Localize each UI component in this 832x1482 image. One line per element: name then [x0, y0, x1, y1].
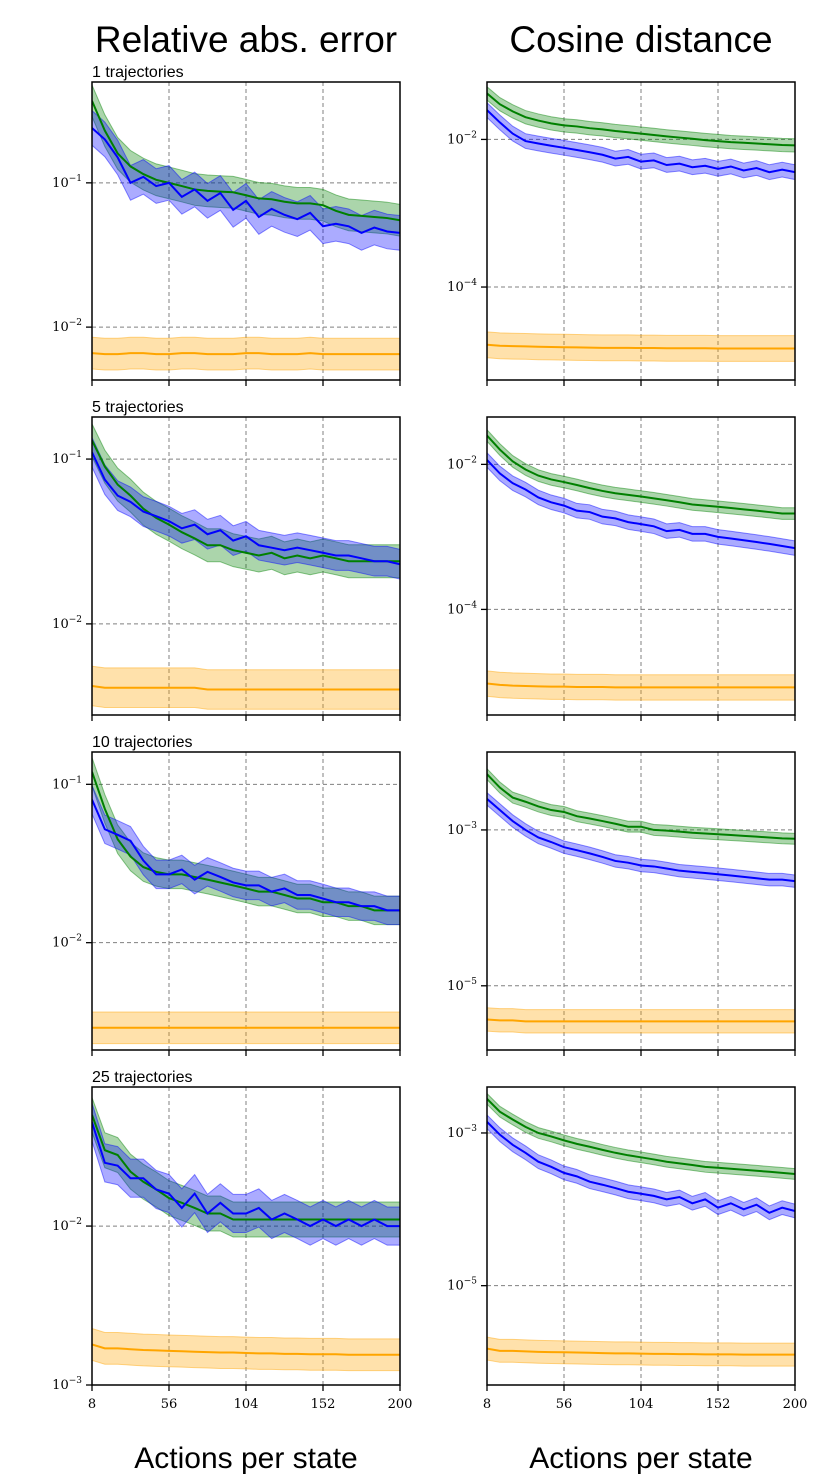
- blue-series-line: [92, 1121, 400, 1228]
- row-title: 10 trajectories: [92, 734, 193, 751]
- panel-8: 10−3 10−5 8 56 104 152 200: [447, 1086, 808, 1412]
- green-series-line: [487, 773, 795, 840]
- x-tick-label: 8: [483, 1397, 491, 1412]
- blue-confidence-band: [92, 785, 400, 926]
- x-tick-label: 56: [161, 1397, 178, 1412]
- panel-5: 10−1 10−2 10 trajectories: [52, 734, 401, 1056]
- orange-series-line: [92, 1343, 400, 1356]
- blue-series-line: [487, 109, 795, 174]
- y-tick-label: 10−1: [52, 174, 82, 191]
- green-confidence-band: [92, 757, 400, 926]
- green-series-line: [487, 1098, 795, 1176]
- panel-3: 10−1 10−2 5 trajectories: [52, 399, 401, 721]
- y-tick-label: 10−4: [447, 278, 477, 295]
- panel-6: 10−3 10−5: [447, 751, 796, 1056]
- green-series-line: [92, 100, 400, 222]
- blue-confidence-band: [92, 437, 400, 580]
- x-axis-label-right: Actions per state: [529, 1442, 752, 1475]
- row-title: 25 trajectories: [92, 1069, 193, 1086]
- x-tick-label: 152: [311, 1397, 336, 1412]
- orange-series-line: [487, 1018, 795, 1023]
- chart-panels: 10−1 10−2 1 trajectories 10−2 10−4 10−1 10−2 5 …: [52, 64, 807, 1412]
- orange-series-line: [487, 1347, 795, 1356]
- series-group: [92, 1097, 400, 1372]
- series-group: [487, 1092, 795, 1367]
- x-axis-label-left: Actions per state: [134, 1442, 357, 1475]
- green-confidence-band: [92, 423, 400, 579]
- blue-confidence-band: [92, 110, 400, 251]
- green-confidence-band: [487, 428, 795, 520]
- blue-series-line: [487, 459, 795, 550]
- blue-confidence-band: [487, 101, 795, 181]
- y-tick-label: 10−2: [52, 615, 82, 632]
- panel-2: 10−2 10−4: [447, 81, 796, 386]
- series-group: [92, 423, 400, 710]
- series-group: [487, 767, 795, 1034]
- series-group: [487, 428, 795, 701]
- y-tick-label: 10−2: [447, 455, 477, 472]
- x-tick-label: 200: [783, 1397, 808, 1412]
- x-tick-label: 200: [388, 1397, 413, 1412]
- row-title: 1 trajectories: [92, 64, 184, 81]
- blue-confidence-band: [487, 451, 795, 556]
- orange-series-line: [92, 684, 400, 691]
- orange-confidence-band: [487, 670, 795, 701]
- y-tick-label: 10−2: [52, 318, 82, 335]
- y-tick-label: 10−3: [447, 1124, 477, 1141]
- series-group: [487, 86, 795, 362]
- series-group: [92, 84, 400, 371]
- y-tick-label: 10−1: [52, 775, 82, 792]
- green-series-line: [487, 434, 795, 515]
- panel-4: 10−2 10−4: [447, 416, 796, 721]
- column-title-relative-error: Relative abs. error: [95, 19, 397, 60]
- blue-series-line: [92, 127, 400, 234]
- orange-series-line: [487, 682, 795, 689]
- x-tick-label: 152: [706, 1397, 731, 1412]
- green-series-line: [487, 92, 795, 147]
- row-title: 5 trajectories: [92, 399, 184, 416]
- x-tick-label: 104: [629, 1397, 654, 1412]
- blue-series-line: [92, 451, 400, 566]
- blue-confidence-band: [92, 1103, 400, 1246]
- x-tick-label: 8: [88, 1397, 96, 1412]
- orange-series-line: [92, 352, 400, 356]
- orange-confidence-band: [92, 1328, 400, 1372]
- green-series-line: [92, 439, 400, 563]
- series-group: [92, 757, 400, 1045]
- y-tick-label: 10−4: [447, 600, 477, 617]
- orange-confidence-band: [92, 665, 400, 710]
- green-series-line: [92, 771, 400, 912]
- green-confidence-band: [92, 1097, 400, 1238]
- y-tick-label: 10−2: [52, 1217, 82, 1234]
- y-tick-label: 10−2: [52, 934, 82, 951]
- green-confidence-band: [92, 84, 400, 237]
- y-tick-label: 10−2: [447, 130, 477, 147]
- blue-series-line: [487, 1121, 795, 1214]
- orange-confidence-band: [487, 331, 795, 362]
- panel-7: 10−2 10−3 8 56 104 152 200 25 trajectories: [52, 1069, 412, 1412]
- column-title-cosine-distance: Cosine distance: [509, 19, 772, 60]
- panel-1: 10−1 10−2 1 trajectories: [52, 64, 401, 386]
- x-tick-label: 56: [556, 1397, 573, 1412]
- blue-series-line: [487, 798, 795, 883]
- blue-series-line: [92, 799, 400, 912]
- x-tick-label: 104: [234, 1397, 259, 1412]
- y-tick-label: 10−1: [52, 450, 82, 467]
- orange-confidence-band: [487, 1336, 795, 1367]
- y-tick-label: 10−5: [447, 1277, 477, 1294]
- y-tick-label: 10−5: [447, 977, 477, 994]
- y-tick-label: 10−3: [447, 821, 477, 838]
- green-confidence-band: [487, 86, 795, 153]
- orange-series-line: [487, 343, 795, 350]
- y-tick-label: 10−3: [52, 1376, 82, 1393]
